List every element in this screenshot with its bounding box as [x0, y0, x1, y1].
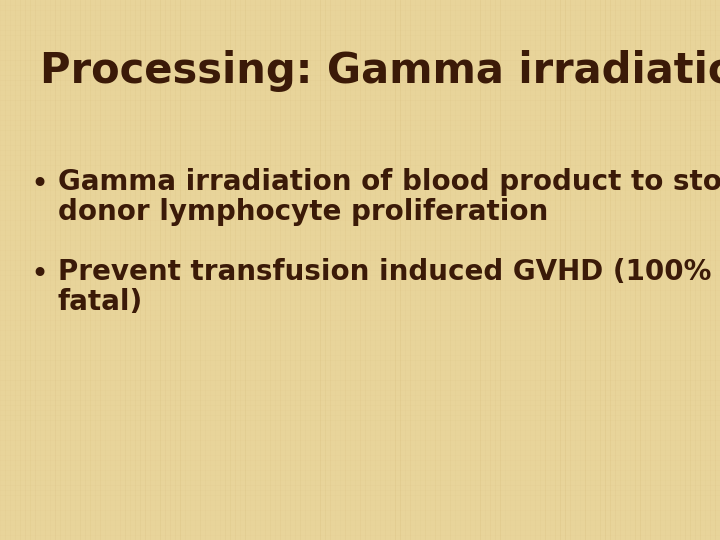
Text: •: •	[30, 170, 48, 199]
Text: donor lymphocyte proliferation: donor lymphocyte proliferation	[58, 198, 548, 226]
Text: •: •	[30, 260, 48, 289]
Text: fatal): fatal)	[58, 288, 143, 316]
Text: Processing: Gamma irradiation: Processing: Gamma irradiation	[40, 50, 720, 92]
Text: Gamma irradiation of blood product to stop: Gamma irradiation of blood product to st…	[58, 168, 720, 196]
Text: Prevent transfusion induced GVHD (100%: Prevent transfusion induced GVHD (100%	[58, 258, 711, 286]
